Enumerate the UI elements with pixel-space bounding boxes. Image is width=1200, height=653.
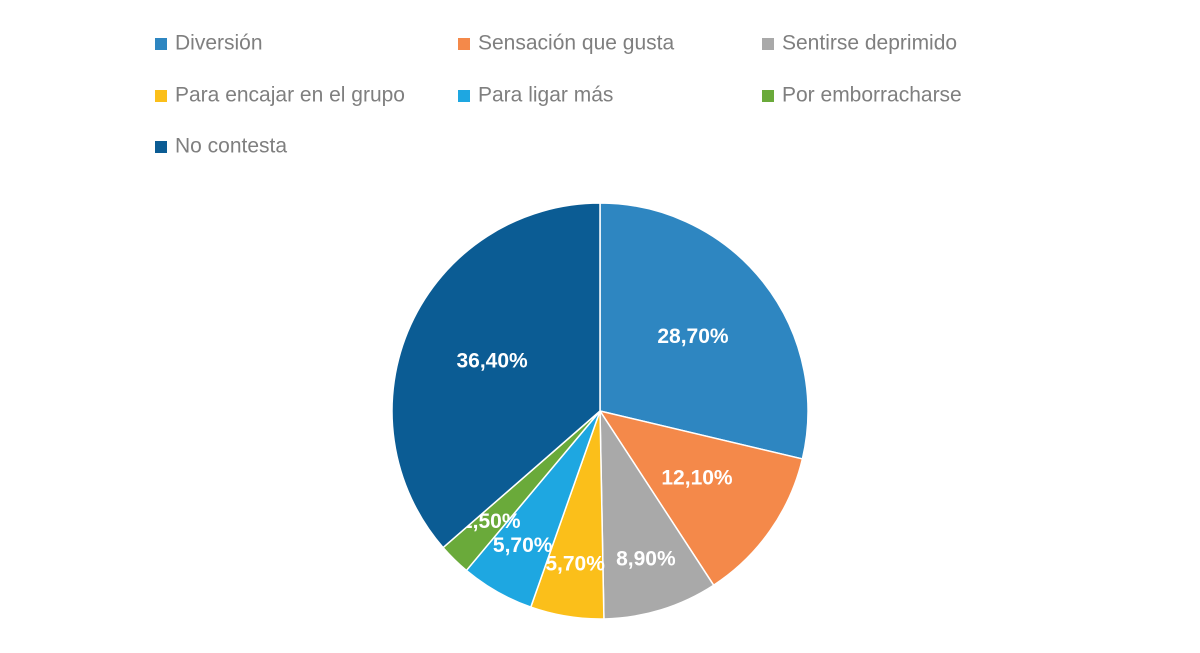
- pie-slice: [598, 409, 804, 587]
- pie-slice: [599, 408, 715, 620]
- data-label: 28,70%: [657, 325, 729, 348]
- data-label: 5,70%: [545, 553, 605, 576]
- legend-label: Por emborracharse: [782, 84, 962, 107]
- legend-swatch: [762, 90, 774, 102]
- data-label: 36,40%: [456, 349, 528, 372]
- legend-swatch: [762, 38, 774, 50]
- legend-label: Para ligar más: [478, 84, 613, 107]
- legend-label: Diversión: [175, 32, 263, 55]
- pie-slice: [599, 202, 809, 460]
- legend-swatch: [458, 90, 470, 102]
- legend-swatch: [155, 38, 167, 50]
- legend-swatch: [155, 141, 167, 153]
- legend-label: Sentirse deprimido: [782, 32, 957, 55]
- legend-swatch: [155, 90, 167, 102]
- data-label: 8,90%: [616, 548, 676, 571]
- legend-label: No contesta: [175, 135, 287, 158]
- pie-slice: [391, 202, 601, 549]
- legend-label: Para encajar en el grupo: [175, 84, 405, 107]
- legend-label: Sensación que gusta: [478, 32, 674, 55]
- data-label: 5,70%: [493, 534, 553, 557]
- legend-swatch: [458, 38, 470, 50]
- data-label: 12,10%: [661, 467, 733, 490]
